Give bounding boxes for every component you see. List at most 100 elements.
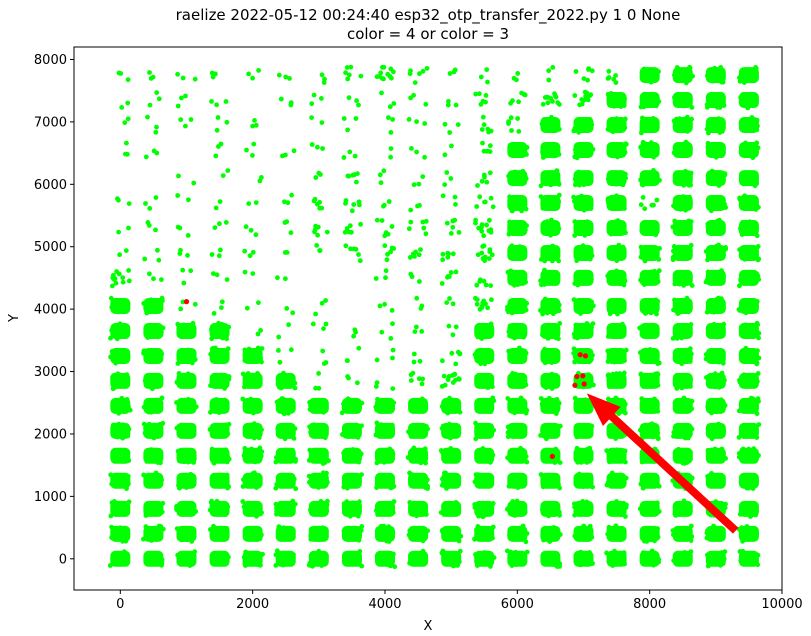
cluster-7-6 [313,371,322,391]
data-point [243,224,249,230]
data-point [754,360,760,366]
cluster-5-0 [110,421,132,441]
data-point [347,513,353,519]
data-point [359,472,364,477]
data-point [390,451,396,457]
data-point [752,99,758,105]
cluster-13-1 [145,220,158,233]
data-point [654,197,660,203]
cluster-17-12 [506,115,522,134]
data-point [183,353,189,358]
data-point [748,270,754,276]
data-point [756,399,761,404]
data-point [457,548,463,554]
cluster-19-14 [573,66,595,83]
data-point [277,477,282,483]
data-point [321,80,327,85]
data-point [487,143,493,149]
data-point [655,382,661,388]
data-point [523,307,529,313]
cluster-14-8 [381,199,392,209]
cluster-0-13 [540,550,563,569]
data-point [317,199,322,205]
data-point [156,96,162,102]
data-point [185,233,191,238]
data-point [307,447,313,453]
data-point [572,395,578,401]
data-point [286,508,292,514]
data-point [276,348,281,353]
cluster-8-19 [738,345,762,367]
data-point [512,354,517,360]
data-point [714,533,720,539]
data-point [183,528,189,533]
data-point [688,449,693,455]
data-point [584,90,590,96]
data-point [311,552,317,557]
data-point [578,562,583,568]
data-point [678,333,683,339]
data-point [752,228,757,234]
data-point [717,217,722,223]
data-point [183,123,188,129]
data-point [546,170,552,176]
data-point [547,532,552,538]
data-point [550,65,556,70]
data-point [684,554,689,560]
data-point [442,121,448,127]
data-point [622,278,628,284]
data-point [513,301,519,307]
data-point [554,375,559,381]
data-point [551,525,556,530]
data-point [671,433,676,439]
data-point [480,398,485,404]
data-point [487,170,493,176]
data-point [509,128,514,133]
data-point [288,102,294,108]
data-point [488,409,494,415]
data-point [193,404,199,410]
data-point [252,470,257,476]
data-point [707,426,713,432]
data-point [144,459,150,464]
data-point [716,480,721,486]
data-point [622,150,628,155]
data-point [154,397,159,403]
data-point [638,177,643,183]
data-point [544,310,550,316]
data-point [175,448,181,454]
cluster-14-13 [538,192,562,212]
data-point [223,530,229,536]
data-point [141,404,147,410]
data-point [346,375,351,381]
cluster-12-0 [117,248,129,258]
data-point [523,350,529,356]
data-point [688,384,693,389]
cluster-3-10 [439,470,462,491]
data-point [292,380,298,386]
data-point [119,329,125,335]
data-point [488,321,494,327]
cluster-17-10 [442,121,461,135]
data-point [345,76,351,82]
data-point [419,329,425,334]
cluster-9-16 [637,322,660,339]
data-point [125,473,131,479]
data-point [417,406,422,412]
data-point [126,278,132,284]
data-point [154,124,159,130]
cluster-1-13 [540,525,563,544]
data-point [151,435,157,441]
data-point [718,397,724,403]
cluster-0-5 [273,548,296,568]
chart-title: raelize 2022-05-12 00:24:40 esp32_otp_tr… [176,6,681,25]
cluster-9-5 [276,322,291,340]
data-point [687,278,693,283]
data-point [686,558,691,564]
data-point [192,456,197,462]
data-point [505,455,510,461]
data-point [738,226,743,231]
data-point [556,336,561,342]
data-point [550,258,555,264]
data-point [316,537,322,543]
